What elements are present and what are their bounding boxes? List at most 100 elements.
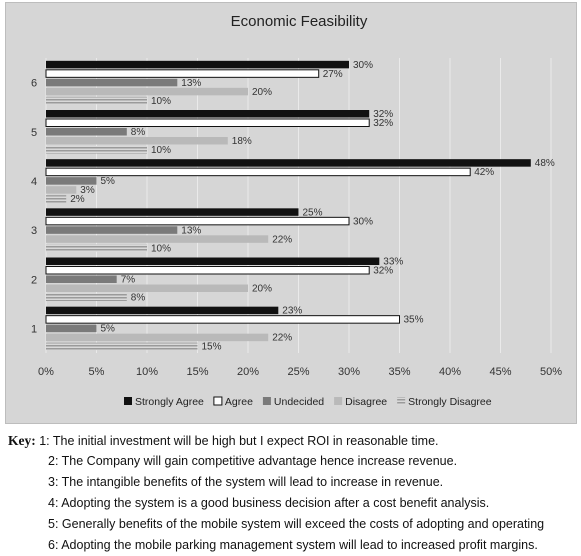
key-item-1: 1: The initial investment will be high b…	[39, 434, 439, 448]
key-item-3: 3: The intangible benefits of the system…	[48, 475, 444, 489]
bar-chart: Economic Feasibility 23%35%5%22%15%33%32…	[31, 13, 562, 408]
key-item-2: 2: The Company will gain competitive adv…	[48, 454, 458, 468]
legend-label: Agree	[225, 396, 253, 408]
data-label: 15%	[202, 342, 222, 353]
key-line-1: Key: 1: The initial investment will be h…	[8, 430, 578, 451]
key-item-5: 5: Generally benefits of the mobile syst…	[48, 517, 545, 531]
data-label: 23%	[282, 306, 302, 317]
legend: Strongly Agree Agree Undecided Disagree Stro…	[124, 396, 492, 408]
y-tick-label: 2	[31, 274, 37, 286]
x-tick-label: 35%	[388, 366, 410, 378]
data-label: 22%	[272, 333, 292, 344]
y-tick-label: 4	[31, 176, 37, 188]
chart-frame: Economic Feasibility 23% 35% 5% 22% 15% 33% 32…	[5, 2, 577, 424]
x-tick-label: 20%	[237, 366, 259, 378]
bar	[46, 110, 370, 118]
x-tick-label: 25%	[287, 366, 309, 378]
bar	[45, 216, 350, 226]
data-label: 32%	[373, 266, 393, 277]
bar	[46, 324, 97, 333]
data-label: 20%	[252, 284, 272, 295]
x-tick-label: 10%	[136, 366, 158, 378]
data-label: 33%	[383, 257, 403, 268]
bar	[46, 306, 279, 315]
bar	[46, 244, 147, 252]
x-tick-label: 5%	[89, 366, 105, 378]
data-label: 7%	[121, 275, 136, 286]
key-block: Key: 1: The initial investment will be h…	[8, 430, 578, 556]
legend-label: Strongly Disagree	[408, 396, 492, 408]
data-label: 8%	[131, 127, 146, 138]
legend-swatch	[213, 396, 223, 406]
bar	[45, 118, 370, 127]
y-tick-label: 5	[31, 127, 37, 139]
bar	[46, 96, 147, 105]
bar	[46, 284, 248, 292]
y-tick-label: 3	[31, 225, 37, 237]
data-label: 35%	[404, 315, 424, 326]
bar	[46, 60, 349, 69]
bar	[46, 275, 117, 283]
key-label: Key:	[8, 433, 36, 448]
x-tick-label: 40%	[439, 366, 461, 378]
bar	[46, 208, 299, 216]
data-label: 25%	[303, 207, 323, 218]
chart-title: Economic Feasibility	[231, 13, 368, 30]
legend-swatch	[262, 397, 271, 405]
data-label: 3%	[80, 185, 95, 196]
bar	[46, 257, 380, 265]
legend-label: Disagree	[345, 396, 387, 408]
key-item-6: 6: Adopting the mobile parking managemen…	[48, 538, 538, 552]
data-label: 13%	[181, 225, 201, 236]
legend-label: Undecided	[274, 396, 324, 408]
legend-label: Strongly Agree	[135, 396, 204, 408]
data-label: 22%	[272, 234, 292, 245]
bar	[46, 146, 147, 154]
bar	[46, 87, 248, 96]
data-label: 48%	[535, 158, 555, 169]
x-tick-label: 30%	[338, 366, 360, 378]
data-label: 5%	[101, 324, 116, 335]
legend-swatch	[334, 397, 343, 405]
x-tick-label: 0%	[38, 366, 54, 378]
bar	[46, 342, 198, 351]
bar	[46, 195, 67, 203]
x-tick-label: 45%	[489, 366, 511, 378]
data-label: 30%	[353, 60, 373, 71]
bar	[46, 159, 531, 167]
data-label: 13%	[181, 78, 201, 89]
data-label: 32%	[373, 109, 393, 120]
bar	[46, 293, 127, 301]
data-label: 10%	[151, 145, 171, 156]
data-label: 2%	[70, 194, 85, 205]
y-tick-label: 1	[31, 323, 37, 335]
bar	[45, 167, 471, 177]
data-label: 18%	[232, 136, 252, 147]
data-label: 20%	[252, 87, 272, 98]
y-tick-label: 6	[31, 78, 37, 90]
legend-swatch	[124, 397, 132, 405]
bar	[46, 177, 97, 185]
bar	[46, 333, 269, 342]
data-label: 10%	[151, 96, 171, 107]
data-label: 42%	[474, 167, 494, 178]
bar	[46, 137, 228, 145]
key-item-4: 4: Adopting the system is a good busines…	[48, 496, 490, 510]
bar	[45, 315, 400, 324]
x-tick-label: 50%	[540, 366, 562, 378]
data-label: 32%	[373, 118, 393, 129]
bar	[46, 235, 269, 243]
data-label: 30%	[353, 216, 373, 227]
data-label: 10%	[151, 243, 171, 254]
x-tick-label: 15%	[186, 366, 208, 378]
bar	[45, 266, 370, 275]
bar	[46, 128, 127, 136]
data-label: 27%	[323, 69, 343, 80]
data-label: 8%	[131, 293, 146, 304]
bar	[45, 69, 320, 78]
bar	[46, 78, 178, 87]
data-label: 5%	[101, 176, 116, 187]
legend-swatch	[397, 397, 406, 405]
bar	[46, 226, 178, 234]
bar	[46, 186, 77, 194]
